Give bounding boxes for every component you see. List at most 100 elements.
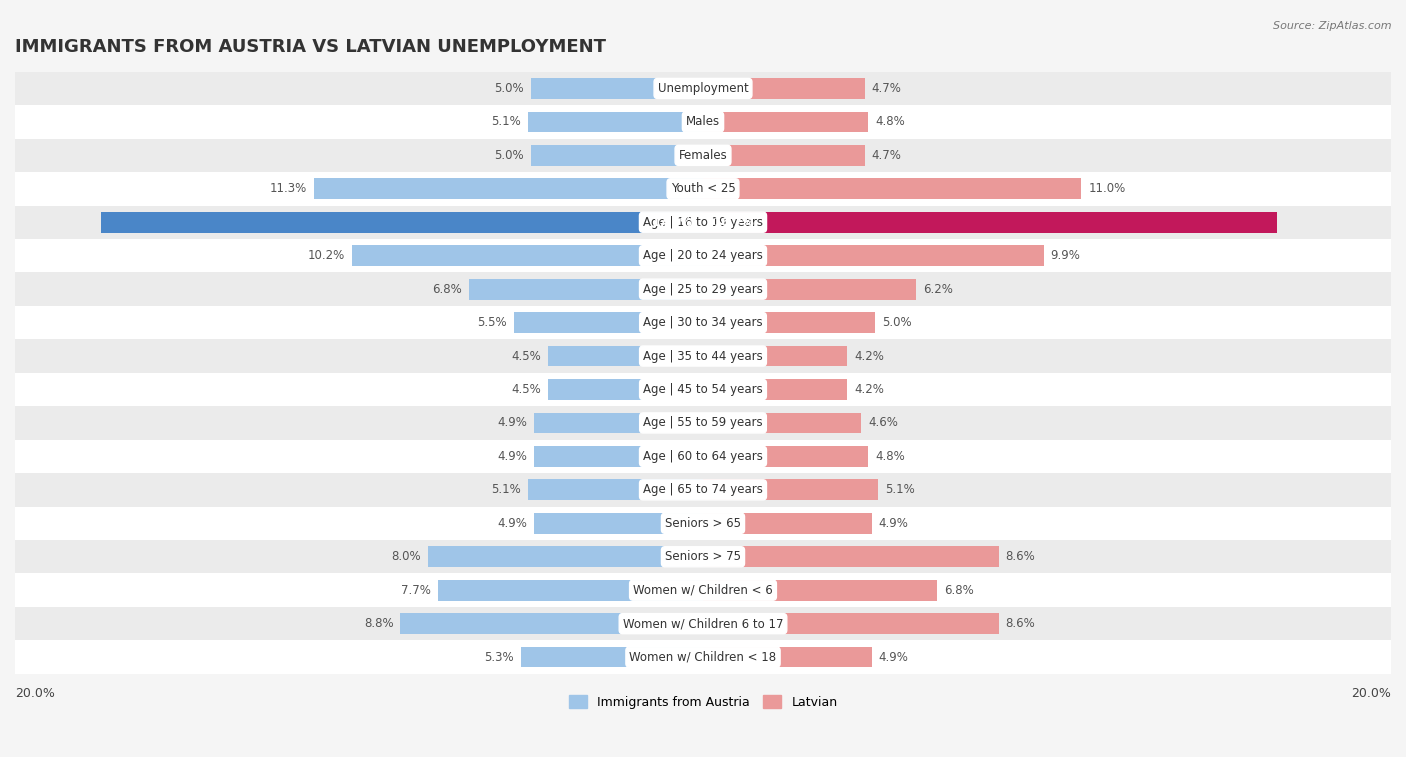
Text: 11.3%: 11.3% xyxy=(270,182,308,195)
Bar xyxy=(15,205,1391,239)
Text: 4.7%: 4.7% xyxy=(872,149,901,162)
Bar xyxy=(15,440,1391,473)
Text: 11.0%: 11.0% xyxy=(1088,182,1126,195)
Bar xyxy=(520,646,703,668)
Bar xyxy=(703,212,1278,232)
Bar xyxy=(703,479,879,500)
Bar xyxy=(703,547,998,567)
Bar xyxy=(531,78,703,99)
Text: Age | 25 to 29 years: Age | 25 to 29 years xyxy=(643,282,763,296)
Bar xyxy=(534,446,703,467)
Text: 4.9%: 4.9% xyxy=(879,650,908,664)
Bar xyxy=(15,607,1391,640)
Bar xyxy=(531,145,703,166)
Bar xyxy=(15,105,1391,139)
Text: 8.0%: 8.0% xyxy=(391,550,420,563)
Bar xyxy=(15,372,1391,407)
Bar xyxy=(548,379,703,400)
Bar xyxy=(703,346,848,366)
Bar xyxy=(470,279,703,300)
Text: 17.5%: 17.5% xyxy=(652,216,693,229)
Text: Women w/ Children < 6: Women w/ Children < 6 xyxy=(633,584,773,597)
Bar xyxy=(15,540,1391,574)
Bar xyxy=(427,547,703,567)
Text: 4.6%: 4.6% xyxy=(868,416,898,429)
Text: 8.6%: 8.6% xyxy=(1005,617,1035,630)
Bar xyxy=(548,346,703,366)
Text: Source: ZipAtlas.com: Source: ZipAtlas.com xyxy=(1274,21,1392,31)
Text: 5.3%: 5.3% xyxy=(484,650,513,664)
Bar xyxy=(703,413,862,433)
Text: 5.1%: 5.1% xyxy=(886,484,915,497)
Text: Women w/ Children < 18: Women w/ Children < 18 xyxy=(630,650,776,664)
Text: 4.9%: 4.9% xyxy=(498,416,527,429)
Text: 5.5%: 5.5% xyxy=(477,316,508,329)
Text: 9.9%: 9.9% xyxy=(1050,249,1080,262)
Text: Age | 16 to 19 years: Age | 16 to 19 years xyxy=(643,216,763,229)
Text: 4.9%: 4.9% xyxy=(879,517,908,530)
Bar xyxy=(15,239,1391,273)
Text: 4.2%: 4.2% xyxy=(855,350,884,363)
Text: Seniors > 65: Seniors > 65 xyxy=(665,517,741,530)
Bar xyxy=(703,111,868,132)
Text: 20.0%: 20.0% xyxy=(1351,687,1391,700)
Legend: Immigrants from Austria, Latvian: Immigrants from Austria, Latvian xyxy=(564,690,842,714)
Text: 8.8%: 8.8% xyxy=(364,617,394,630)
Bar xyxy=(534,413,703,433)
Text: Age | 20 to 24 years: Age | 20 to 24 years xyxy=(643,249,763,262)
Bar xyxy=(15,273,1391,306)
Text: 5.1%: 5.1% xyxy=(491,115,520,129)
Text: 6.8%: 6.8% xyxy=(433,282,463,296)
Text: 4.5%: 4.5% xyxy=(512,383,541,396)
Text: Males: Males xyxy=(686,115,720,129)
Text: Age | 65 to 74 years: Age | 65 to 74 years xyxy=(643,484,763,497)
Text: 4.8%: 4.8% xyxy=(875,450,904,463)
Bar xyxy=(703,613,998,634)
Bar xyxy=(15,640,1391,674)
Text: 5.0%: 5.0% xyxy=(882,316,911,329)
Text: 10.2%: 10.2% xyxy=(308,249,346,262)
Bar xyxy=(15,72,1391,105)
Text: 6.2%: 6.2% xyxy=(924,282,953,296)
Bar xyxy=(15,506,1391,540)
Bar xyxy=(703,179,1081,199)
Text: 4.5%: 4.5% xyxy=(512,350,541,363)
Bar xyxy=(527,479,703,500)
Bar xyxy=(703,312,875,333)
Text: 16.7%: 16.7% xyxy=(713,216,754,229)
Text: Age | 45 to 54 years: Age | 45 to 54 years xyxy=(643,383,763,396)
Bar xyxy=(513,312,703,333)
Text: IMMIGRANTS FROM AUSTRIA VS LATVIAN UNEMPLOYMENT: IMMIGRANTS FROM AUSTRIA VS LATVIAN UNEMP… xyxy=(15,38,606,56)
Bar xyxy=(534,513,703,534)
Bar xyxy=(101,212,703,232)
Text: Women w/ Children 6 to 17: Women w/ Children 6 to 17 xyxy=(623,617,783,630)
Text: Females: Females xyxy=(679,149,727,162)
Bar xyxy=(703,78,865,99)
Text: 4.9%: 4.9% xyxy=(498,517,527,530)
Bar xyxy=(15,473,1391,506)
Bar xyxy=(703,145,865,166)
Bar xyxy=(527,111,703,132)
Bar xyxy=(703,580,936,600)
Text: 7.7%: 7.7% xyxy=(401,584,432,597)
Bar xyxy=(315,179,703,199)
Text: Age | 60 to 64 years: Age | 60 to 64 years xyxy=(643,450,763,463)
Text: 6.8%: 6.8% xyxy=(943,584,973,597)
Bar xyxy=(439,580,703,600)
Bar xyxy=(703,513,872,534)
Text: Unemployment: Unemployment xyxy=(658,82,748,95)
Text: 5.0%: 5.0% xyxy=(495,82,524,95)
Text: 20.0%: 20.0% xyxy=(15,687,55,700)
Text: 5.0%: 5.0% xyxy=(495,149,524,162)
Bar xyxy=(703,245,1043,266)
Bar xyxy=(703,646,872,668)
Text: 4.8%: 4.8% xyxy=(875,115,904,129)
Text: Age | 55 to 59 years: Age | 55 to 59 years xyxy=(643,416,763,429)
Text: 8.6%: 8.6% xyxy=(1005,550,1035,563)
Bar xyxy=(15,139,1391,172)
Bar xyxy=(15,574,1391,607)
Bar xyxy=(15,306,1391,339)
Bar xyxy=(15,407,1391,440)
Bar xyxy=(352,245,703,266)
Text: 4.7%: 4.7% xyxy=(872,82,901,95)
